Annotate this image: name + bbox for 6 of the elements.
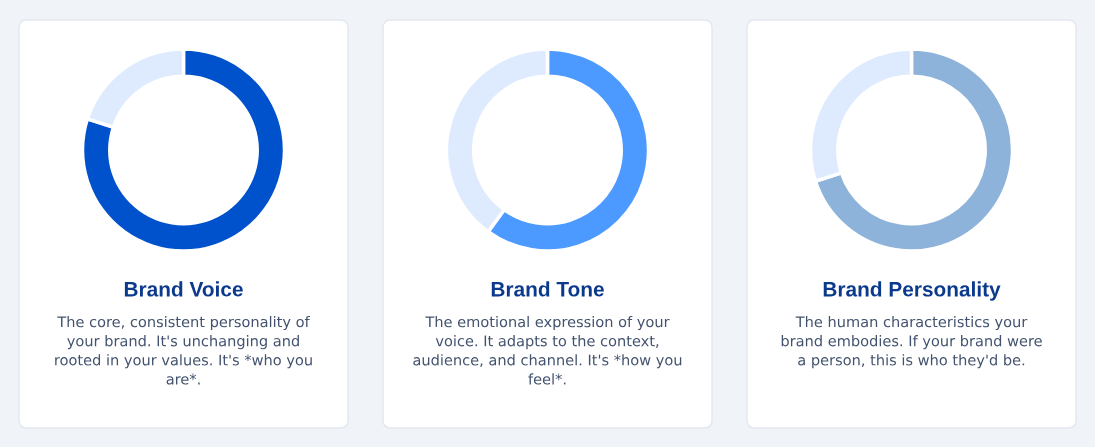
- text: Brand Voice: [124, 281, 243, 297]
- text: The emotional expression of your voice. It adapts to the context, audience, and channel. It's *how you feel*.: [413, 316, 682, 385]
- text: Brand Tone: [491, 281, 604, 297]
- text: The human characteristics your brand embodies. If your brand were a person, this is who they'd be.: [781, 316, 1042, 369]
- text: Brand Personality: [823, 281, 1001, 301]
- text: The core, consistent personality of your brand. It's unchanging and rooted in your values. It's *who you are*.: [55, 316, 312, 385]
